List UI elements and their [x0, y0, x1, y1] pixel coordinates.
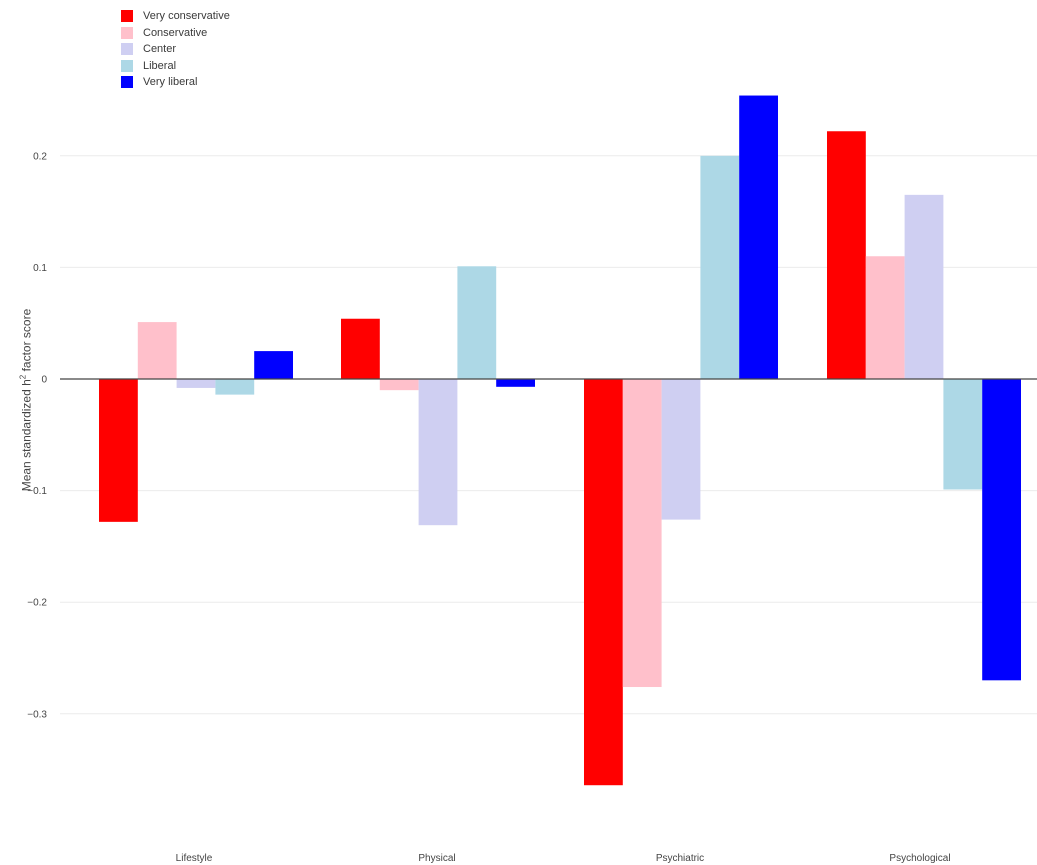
- legend-label-center: Center: [143, 43, 177, 56]
- x-category-label: Psychiatric: [656, 853, 704, 864]
- y-tick-label: −0.2: [27, 598, 47, 609]
- bar-very-conservative-psychiatric[interactable]: [584, 379, 623, 786]
- y-tick-label: 0: [41, 375, 47, 386]
- bar-conservative-psychological[interactable]: [865, 256, 905, 379]
- y-tick-label: −0.3: [27, 709, 47, 720]
- bar-conservative-psychiatric[interactable]: [622, 379, 662, 688]
- x-category-label: Psychological: [889, 853, 950, 864]
- x-category-label: Physical: [418, 853, 455, 864]
- legend-swatch-conservative: [121, 26, 133, 39]
- legend-item-very-liberal[interactable]: Very liberal: [121, 74, 230, 91]
- bar-very-liberal-psychiatric[interactable]: [739, 95, 778, 379]
- bar-center-physical[interactable]: [418, 379, 458, 526]
- legend-label-very-liberal: Very liberal: [143, 76, 198, 89]
- legend-label-liberal: Liberal: [143, 59, 177, 72]
- y-tick-label: 0.1: [33, 263, 47, 274]
- bar-center-psychological[interactable]: [904, 194, 944, 379]
- bar-very-liberal-physical[interactable]: [496, 379, 535, 387]
- legend-label-conservative: Conservative: [143, 26, 208, 39]
- bar-liberal-lifestyle[interactable]: [215, 379, 255, 395]
- bar-very-conservative-psychological[interactable]: [827, 131, 866, 379]
- legend-item-very-conservative[interactable]: Very conservative: [121, 8, 230, 25]
- bar-liberal-psychological[interactable]: [943, 379, 983, 490]
- legend-swatch-center: [121, 43, 133, 56]
- bar-very-liberal-lifestyle[interactable]: [254, 351, 293, 379]
- bar-very-conservative-physical[interactable]: [341, 318, 380, 379]
- bar-center-lifestyle[interactable]: [176, 379, 216, 388]
- legend-swatch-liberal: [121, 59, 133, 72]
- bar-liberal-psychiatric[interactable]: [700, 155, 740, 379]
- bar-liberal-physical[interactable]: [457, 266, 497, 379]
- legend-item-liberal[interactable]: Liberal: [121, 58, 230, 75]
- bar-conservative-lifestyle[interactable]: [137, 322, 177, 379]
- y-tick-label: 0.2: [33, 151, 47, 162]
- y-tick-label: −0.1: [27, 486, 47, 497]
- bar-conservative-physical[interactable]: [379, 379, 419, 391]
- legend-swatch-very-conservative: [121, 10, 133, 23]
- legend-label-very-conservative: Very conservative: [143, 10, 230, 23]
- bar-very-liberal-psychological[interactable]: [982, 379, 1021, 681]
- legend-swatch-very-liberal: [121, 76, 133, 89]
- bar-very-conservative-lifestyle[interactable]: [99, 379, 138, 522]
- legend: Very conservative Conservative Center Li…: [121, 8, 230, 91]
- legend-item-conservative[interactable]: Conservative: [121, 25, 230, 42]
- x-category-label: Lifestyle: [176, 853, 213, 864]
- bar-center-psychiatric[interactable]: [661, 379, 701, 520]
- legend-item-center[interactable]: Center: [121, 41, 230, 58]
